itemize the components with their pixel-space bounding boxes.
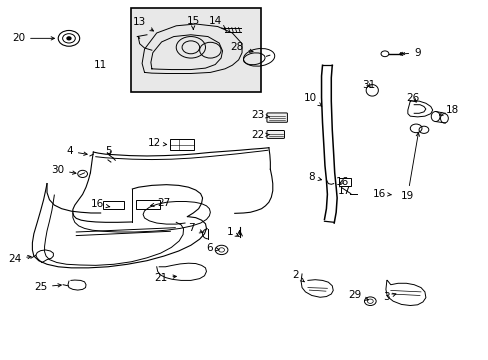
Bar — [136, 200, 159, 209]
Text: 1: 1 — [227, 227, 239, 237]
Text: 18: 18 — [439, 105, 458, 116]
Text: 20: 20 — [12, 33, 54, 43]
Text: 15: 15 — [186, 17, 199, 30]
Text: 26: 26 — [405, 93, 418, 103]
Text: 22: 22 — [250, 130, 269, 140]
Text: 25: 25 — [34, 282, 61, 292]
Text: 27: 27 — [150, 198, 171, 208]
Text: 23: 23 — [250, 110, 269, 120]
Text: 24: 24 — [8, 254, 31, 264]
Text: 12: 12 — [147, 139, 166, 148]
Text: 16: 16 — [91, 199, 109, 210]
Text: 8: 8 — [307, 172, 321, 182]
FancyBboxPatch shape — [266, 131, 284, 138]
Bar — [338, 178, 350, 186]
Text: 14: 14 — [209, 17, 225, 29]
Text: 10: 10 — [303, 93, 321, 106]
Bar — [131, 8, 260, 92]
Bar — [170, 139, 193, 149]
Text: 29: 29 — [347, 291, 367, 301]
Text: 13: 13 — [132, 17, 153, 31]
Text: 2: 2 — [292, 270, 304, 282]
Text: 4: 4 — [66, 146, 87, 156]
Text: 17: 17 — [337, 186, 350, 197]
Text: 7: 7 — [188, 224, 203, 233]
Text: 5: 5 — [105, 146, 112, 156]
Text: 19: 19 — [400, 133, 419, 201]
Text: 9: 9 — [399, 48, 420, 58]
Text: 16: 16 — [372, 189, 391, 199]
Text: 21: 21 — [154, 273, 176, 283]
Text: 6: 6 — [206, 243, 219, 253]
Text: 30: 30 — [51, 165, 76, 175]
Text: 28: 28 — [230, 42, 252, 53]
Circle shape — [67, 37, 71, 40]
Text: 11: 11 — [94, 60, 107, 70]
Text: 16: 16 — [335, 177, 349, 187]
Text: 31: 31 — [361, 80, 374, 90]
Text: 3: 3 — [383, 292, 395, 302]
Bar — [103, 201, 123, 209]
FancyBboxPatch shape — [266, 113, 287, 122]
